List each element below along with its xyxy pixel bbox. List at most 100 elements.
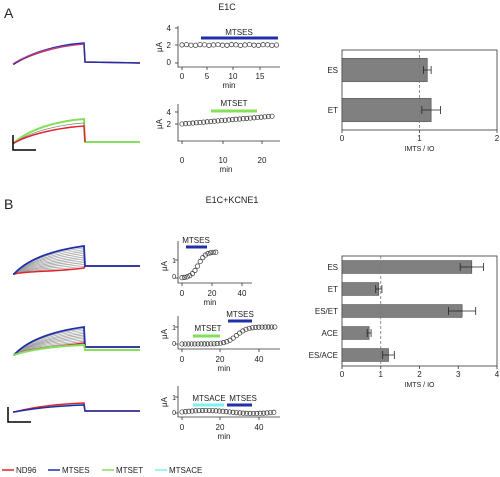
legend-label-mtsace: MTSACE	[169, 466, 202, 475]
panel-b-timecourse-1: 0 1 μA 0 20 40 min MTSES	[160, 236, 252, 307]
panel-a-bar	[341, 98, 432, 122]
panel-b-category-label: ES/ACE	[309, 351, 338, 360]
b2-data-points	[179, 324, 278, 347]
panel-b-letter: B	[4, 196, 13, 212]
a1-ylabel: μA	[155, 41, 164, 52]
b1-treatment-label: MTSES	[182, 236, 210, 245]
b1-ytick-0: 0	[172, 274, 176, 281]
panel-b-timecourse-2: 0 1 μA 0 20 40 min MTSET MTSES	[160, 310, 280, 373]
b1-xtick-1: 20	[208, 289, 217, 298]
panel-b-category-label: ES	[327, 263, 338, 272]
panel-a-timecourse-2: 2 4 μA 0 10 20 min MTSET	[155, 99, 280, 174]
panel-b-bar	[341, 348, 389, 362]
a1-xtick-1: 5	[205, 72, 210, 81]
a1-xlabel: min	[223, 81, 236, 90]
b3-xtick-0: 0	[180, 423, 185, 432]
a2-ylabel: μA	[155, 118, 164, 129]
b3-ytick-0: 0	[172, 410, 176, 417]
b3-data-points	[179, 407, 277, 417]
b2-ylabel: μA	[160, 328, 169, 339]
panel-a-error-bar	[421, 106, 441, 114]
panel-b-bar	[341, 282, 380, 296]
b3-treatment-label-b: MTSES	[229, 394, 257, 403]
panel-b-trace-3	[13, 402, 140, 413]
b1-ylabel: μA	[160, 260, 169, 271]
panel-b-bar	[341, 304, 463, 318]
b2-treatment-label-a: MTSET	[194, 324, 221, 333]
panel-a-title: E1C	[218, 2, 236, 12]
a2-xtick-2: 20	[258, 156, 267, 165]
b1-xtick-2: 40	[238, 289, 247, 298]
panel-b-category-label: ET	[328, 285, 338, 294]
b2-xtick-1: 20	[216, 355, 225, 364]
panel-b-xtick-label: 1	[379, 370, 384, 379]
panel-a-bar-chart: ES ET 0 1 2 IMTS / IO	[327, 49, 500, 153]
legend: ND96 MTSES MTSET MTSACE	[2, 466, 202, 475]
panel-b-xlabel: IMTS / IO	[405, 382, 436, 389]
a1-xtick-0: 0	[180, 72, 185, 81]
a2-xlabel: min	[220, 165, 233, 174]
b3-xlabel: min	[218, 432, 231, 441]
b1-data-points	[179, 249, 219, 281]
b2-ytick-0: 0	[172, 341, 176, 348]
panel-a-letter: A	[4, 5, 14, 21]
legend-label-nd96: ND96	[16, 466, 37, 475]
a2-ytick-1: 4	[167, 108, 172, 117]
panel-b-xtick-label: 3	[456, 370, 461, 379]
panel-b-bar	[341, 326, 370, 340]
panel-a-error-bar	[422, 66, 432, 74]
panel-a-timecourse-1: 0 2 4 μA 0 5 10 15 min MTSES	[155, 24, 280, 90]
panel-b-scale-bar	[7, 407, 31, 423]
legend-label-mtset: MTSET	[116, 466, 143, 475]
panel-b-bar-chart: ES ET ES/ET ACE ES/ACE 0 1 2 3 4 IMTS / IO	[309, 255, 500, 389]
b3-ylabel: μA	[160, 396, 169, 407]
b2-xtick-2: 40	[255, 355, 264, 364]
panel-b-category-label: ES/ET	[315, 307, 338, 316]
b3-xtick-2: 40	[255, 423, 264, 432]
a1-ytick-1: 2	[167, 41, 172, 50]
panel-a-xlabel: IMTS / IO	[405, 146, 436, 153]
panel-a-xtick-label: 1	[417, 134, 422, 143]
panel-b-title: E1C+KCNE1	[206, 195, 259, 205]
b2-ytick-1: 1	[172, 325, 176, 332]
legend-label-mtses: MTSES	[62, 466, 90, 475]
b1-xlabel: min	[204, 298, 217, 307]
panel-b-error-bar	[459, 263, 484, 271]
panel-a-xtick-label: 0	[340, 134, 345, 143]
panel-a-scale-bar	[12, 135, 36, 151]
panel-b-bar	[341, 260, 473, 274]
panel-a-xtick-label: 2	[495, 134, 500, 143]
panel-b-xtick-label: 2	[417, 370, 422, 379]
panel-a-category-label: ES	[327, 66, 338, 75]
a1-ytick-0: 0	[167, 58, 172, 67]
panel-b-xtick-label: 4	[495, 370, 500, 379]
b2-treatment-label-b: MTSES	[226, 310, 254, 319]
a2-data-points	[179, 113, 275, 127]
a1-ytick-2: 4	[167, 24, 172, 33]
b1-xtick-0: 0	[180, 289, 185, 298]
panel-a-trace-2	[13, 117, 140, 144]
a2-treatment-label: MTSET	[220, 99, 247, 108]
panel-b-trace-2	[13, 325, 140, 356]
a1-treatment-label: MTSES	[225, 28, 253, 37]
b1-ytick-1: 1	[172, 258, 176, 265]
panel-b-trace-1	[13, 244, 140, 275]
panel-b-error-bar	[366, 329, 372, 337]
panel-a-bar	[341, 58, 428, 82]
b2-xlabel: min	[218, 364, 231, 373]
a1-data-points	[179, 42, 280, 48]
a1-xtick-2: 10	[229, 72, 238, 81]
panel-a-trace-1	[12, 42, 141, 65]
a1-xtick-3: 15	[256, 72, 265, 81]
a2-xtick-0: 0	[180, 156, 185, 165]
panel-a-category-label: ET	[328, 106, 338, 115]
panel-b-timecourse-3: 0 1 μA 0 20 40 min MTSACE MTSES	[160, 386, 280, 441]
a2-xtick-1: 10	[219, 156, 228, 165]
panel-b-error-bar	[382, 351, 395, 359]
b3-ytick-1: 1	[172, 395, 176, 402]
panel-b-xtick-label: 0	[340, 370, 345, 379]
panel-b-category-label: ACE	[322, 329, 338, 338]
b3-treatment-label-a: MTSACE	[192, 394, 225, 403]
b3-xtick-1: 20	[216, 423, 225, 432]
